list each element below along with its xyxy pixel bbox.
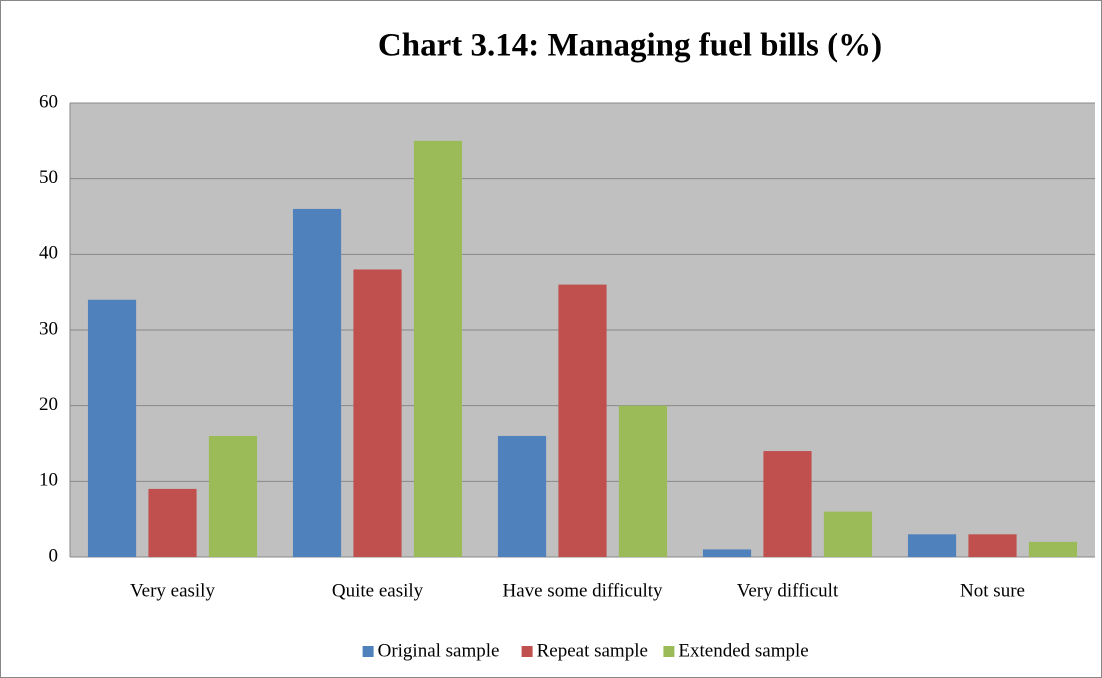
bar	[292, 208, 342, 557]
legend-swatch	[362, 646, 374, 657]
y-tick-label: 50	[39, 167, 58, 188]
y-tick-label: 40	[39, 243, 58, 264]
bar	[763, 451, 812, 557]
y-tick-label: 10	[39, 470, 58, 491]
bar	[702, 549, 752, 557]
legend-swatch	[663, 646, 675, 657]
bar	[413, 140, 463, 558]
legend-label: Original sample	[378, 640, 500, 661]
y-tick-label: 0	[49, 545, 59, 566]
bar	[148, 488, 197, 557]
legend-swatch	[521, 646, 533, 657]
bar	[907, 534, 957, 557]
x-tick-label: Very easily	[130, 580, 215, 601]
legend-label: Repeat sample	[537, 640, 648, 661]
x-tick-label: Have some difficulty	[502, 580, 663, 601]
legend-label: Extended sample	[678, 640, 808, 661]
bar	[968, 534, 1017, 557]
bar	[823, 511, 873, 557]
x-tick-label: Quite easily	[332, 580, 424, 601]
x-tick-label: Very difficult	[737, 580, 839, 601]
bar	[558, 284, 607, 557]
bar	[353, 269, 402, 557]
y-tick-label: 60	[39, 91, 58, 112]
bar	[497, 435, 547, 557]
bar	[87, 299, 137, 557]
bar	[618, 405, 668, 557]
x-tick-label: Not sure	[960, 580, 1025, 601]
chart-title: Chart 3.14: Managing fuel bills (%)	[378, 28, 882, 64]
y-tick-label: 20	[39, 394, 58, 415]
y-tick-label: 30	[39, 318, 58, 339]
bar	[208, 435, 258, 557]
bar	[1028, 541, 1078, 557]
